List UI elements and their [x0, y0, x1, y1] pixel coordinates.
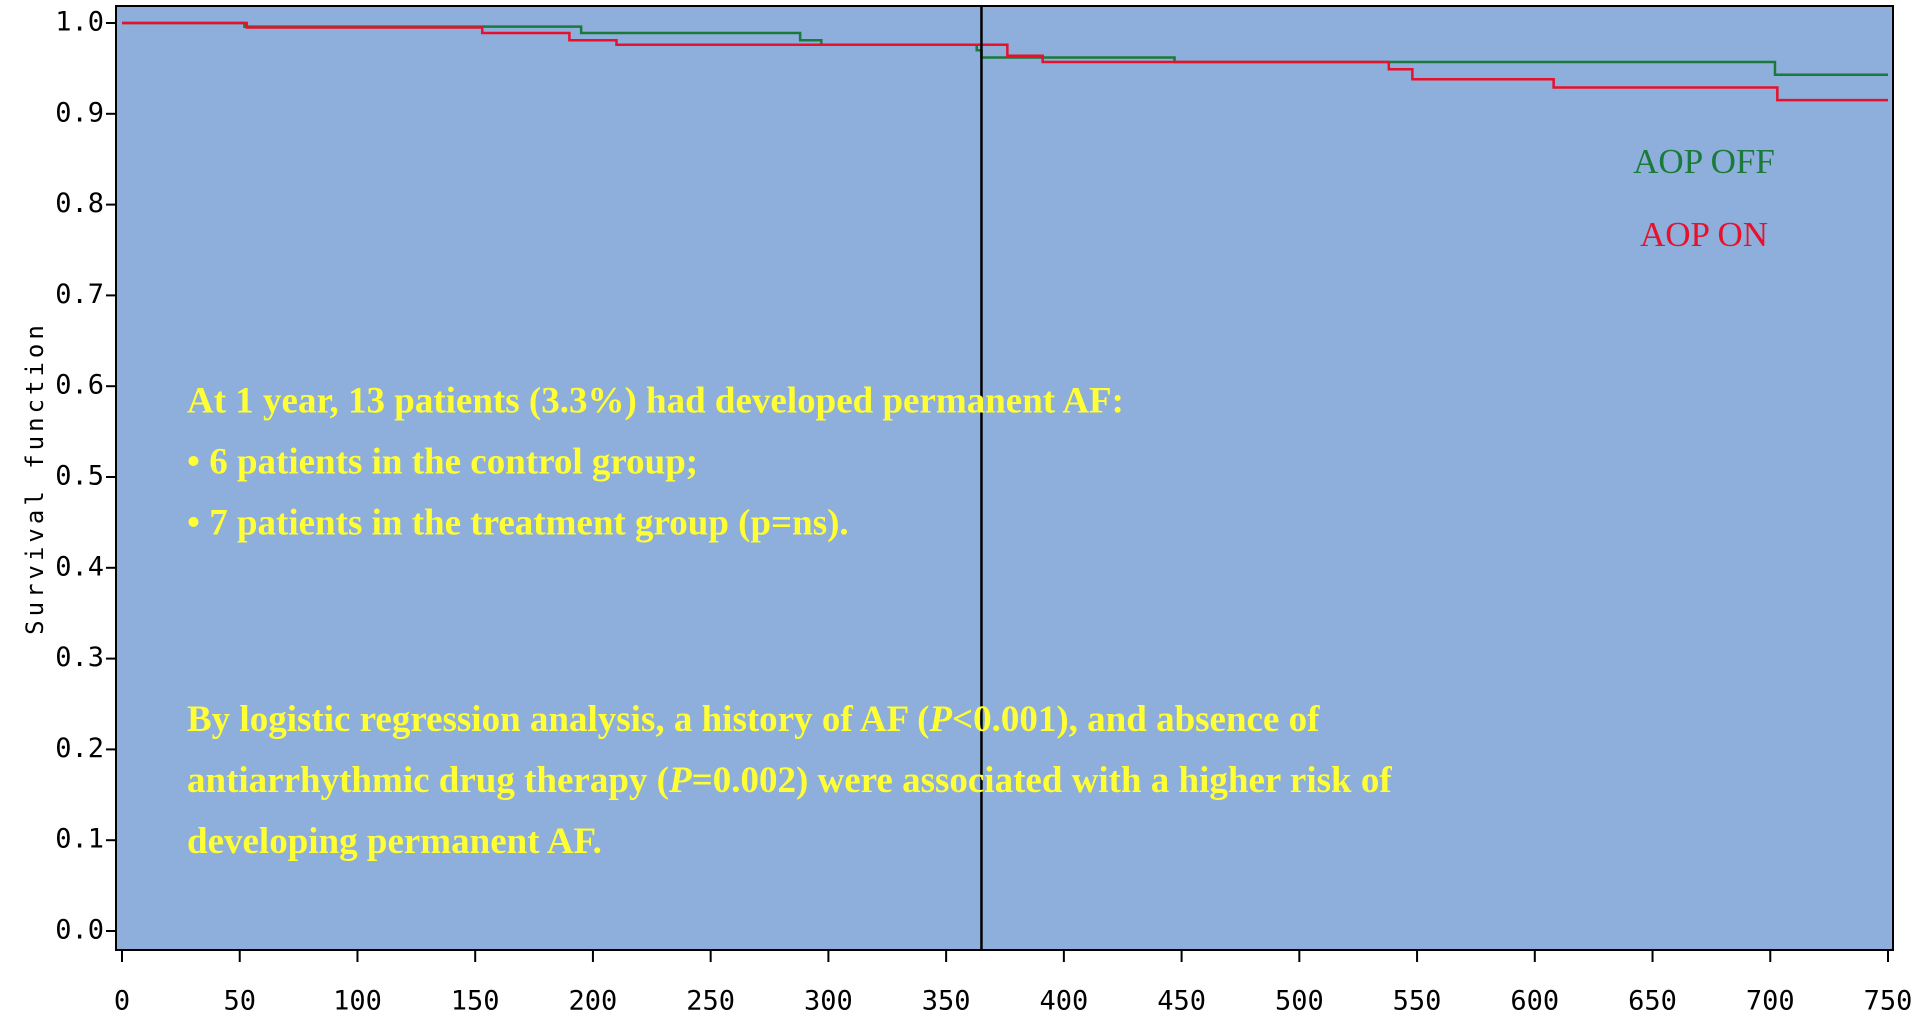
x-tick-label: 450 — [1157, 986, 1206, 1017]
x-tick-label: 650 — [1628, 986, 1677, 1017]
x-tick-label: 400 — [1039, 986, 1088, 1017]
y-tick-label: 0.0 — [55, 915, 104, 946]
note-line: antiarrhythmic drug therapy (P=0.002) we… — [187, 760, 1392, 801]
x-tick-label: 300 — [804, 986, 853, 1017]
note-segment: P — [668, 760, 692, 801]
y-tick-label: 0.8 — [55, 188, 104, 219]
y-axis-label: Survival function — [21, 321, 49, 635]
y-tick-label: 0.9 — [55, 97, 104, 128]
x-tick-label: 0 — [114, 986, 130, 1017]
note-segment: =0.002) were associated with a higher ri… — [692, 760, 1393, 801]
y-tick-label: 0.4 — [55, 551, 104, 582]
x-tick-label: 550 — [1393, 986, 1442, 1017]
y-tick-label: 0.1 — [55, 824, 104, 855]
y-tick-label: 0.3 — [55, 642, 104, 673]
note-segment: By logistic regression analysis, a histo… — [187, 699, 929, 740]
x-tick-label: 700 — [1746, 986, 1795, 1017]
x-tick-label: 500 — [1275, 986, 1324, 1017]
legend-label: AOP OFF — [1633, 142, 1775, 181]
y-tick-label: 1.0 — [55, 7, 104, 38]
x-tick-label: 750 — [1864, 986, 1913, 1017]
survival-curve — [122, 21, 1888, 102]
x-tick-label: 200 — [569, 986, 618, 1017]
x-tick-label: 100 — [333, 986, 382, 1017]
x-tick-label: 250 — [686, 986, 735, 1017]
y-tick-label: 0.6 — [55, 370, 104, 401]
x-tick-label: 50 — [223, 986, 256, 1017]
x-tick-label: 350 — [922, 986, 971, 1017]
annotation: • 7 patients in the treatment group (p=n… — [187, 502, 849, 543]
x-tick-label: 150 — [451, 986, 500, 1017]
note-line: developing permanent AF. — [187, 821, 602, 862]
y-tick-label: 0.7 — [55, 279, 104, 310]
y-tick-label: 0.2 — [55, 733, 104, 764]
note-segment: P — [928, 699, 952, 740]
x-tick-label: 600 — [1510, 986, 1559, 1017]
note-segment: developing permanent AF. — [187, 821, 602, 862]
annotation: At 1 year, 13 patients (3.3%) had develo… — [187, 380, 1124, 421]
y-tick-label: 0.5 — [55, 461, 104, 492]
legend-label: AOP ON — [1640, 215, 1768, 254]
note-line: By logistic regression analysis, a histo… — [187, 699, 1320, 740]
note-segment: antiarrhythmic drug therapy ( — [187, 760, 669, 801]
plot-area — [115, 5, 1894, 951]
annotation: • 6 patients in the control group; — [187, 441, 698, 482]
note-segment: <0.001), and absence of — [952, 699, 1320, 740]
